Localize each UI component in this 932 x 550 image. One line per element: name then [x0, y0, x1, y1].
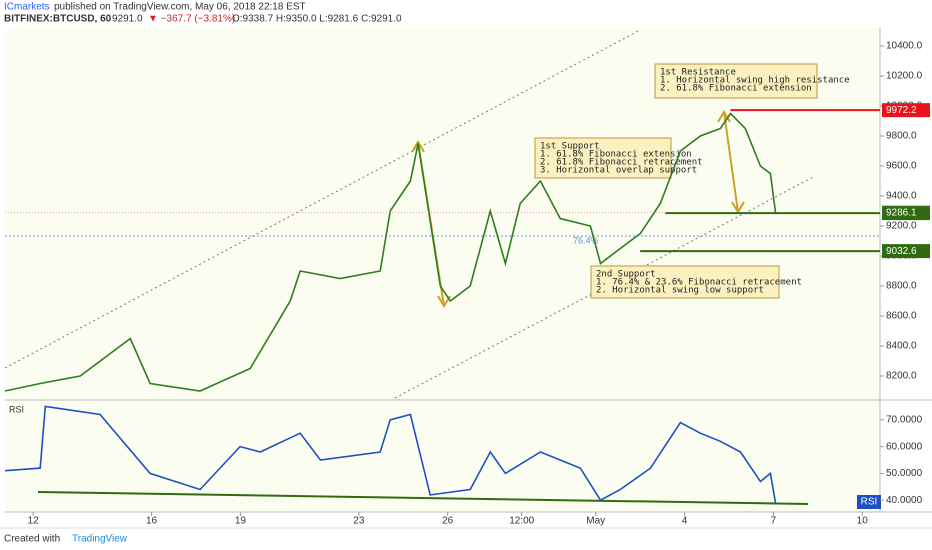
series-line: [4, 112, 777, 392]
y-tick-label: 8200.0: [886, 371, 917, 382]
x-tick-label: 4: [682, 516, 688, 527]
footer-text: Created with: [4, 534, 60, 545]
y-tick-label: 9600.0: [886, 161, 917, 172]
annotation-line: 1. Horizontal swing high resistance: [660, 76, 850, 86]
series-line: [4, 405, 777, 504]
y-tick-label: 70.0000: [886, 414, 923, 425]
annotation-line: 1. 76.4% & 23.6% Fibonacci retracement: [596, 278, 802, 288]
rsi-badge: [857, 495, 881, 509]
change: ▼ −367.7 (−3.81%): [148, 14, 235, 25]
x-tick-label: May: [586, 516, 605, 527]
annotation-line: 1st Resistance: [660, 68, 736, 78]
footer-brand[interactable]: TradingView: [72, 534, 128, 545]
level-label: 9286.1: [886, 208, 917, 219]
annotation-line: 2. 61.8% Fibonacci extension: [660, 84, 812, 94]
x-tick-label: 19: [235, 516, 247, 527]
x-tick-label: 16: [146, 516, 158, 527]
annotation-line: 3. Horizontal overlap support: [540, 166, 697, 176]
annotation-line: 2nd Support: [596, 270, 656, 280]
y-tick-label: 60.0000: [886, 441, 923, 452]
annotation-line: 2. 61.8% Fibonacci retracement: [540, 158, 703, 168]
level-badge: [882, 103, 930, 118]
annotation-line: 2. Horizontal swing low support: [596, 286, 764, 296]
rsi-trendline: [37, 491, 809, 505]
level-label: 9972.2: [886, 105, 917, 116]
y-tick-label: 50.0000: [886, 468, 923, 479]
level-badge: [882, 206, 930, 221]
y-tick-label: 10200.0: [886, 71, 923, 82]
last-price: 9291.0: [112, 14, 143, 25]
y-tick-label: 9200.0: [886, 221, 917, 232]
x-tick-label: 26: [442, 516, 454, 527]
y-tick-label: 8400.0: [886, 341, 917, 352]
annotation-line: 1st Support: [540, 142, 600, 152]
x-tick-label: 23: [353, 516, 365, 527]
y-tick-label: 10400.0: [886, 41, 923, 52]
x-tick-label: 10: [857, 516, 869, 527]
rsi-label: RSI: [9, 404, 24, 414]
level-label: 9032.6: [886, 246, 917, 257]
y-tick-label: 9400.0: [886, 191, 917, 202]
x-tick-label: 12:00: [509, 516, 534, 527]
level-badge: [882, 244, 930, 259]
rsi-badge-label: RSI: [861, 497, 878, 508]
publisher[interactable]: ICmarkets: [4, 2, 50, 13]
y-tick-label: 40.0000: [886, 495, 923, 506]
y-tick-label: 8800.0: [886, 281, 917, 292]
annotation-box: [534, 137, 672, 179]
published: published on TradingView.com, May 06, 20…: [54, 2, 306, 13]
annotation-line: 1. 61.8% Fibonacci extension: [540, 150, 692, 160]
fib-label: 76.4%: [573, 235, 599, 245]
x-tick-label: 12: [28, 516, 40, 527]
y-tick-label: 9800.0: [886, 131, 917, 142]
x-tick-label: 7: [771, 516, 777, 527]
symbol: BITFINEX:BTCUSD, 60: [4, 14, 112, 25]
annotation-box: [590, 265, 780, 299]
annotation-box: [654, 63, 818, 99]
ohlc: O:9338.7 H:9350.0 L:9281.6 C:9291.0: [232, 14, 402, 25]
y-tick-label: 8600.0: [886, 311, 917, 322]
